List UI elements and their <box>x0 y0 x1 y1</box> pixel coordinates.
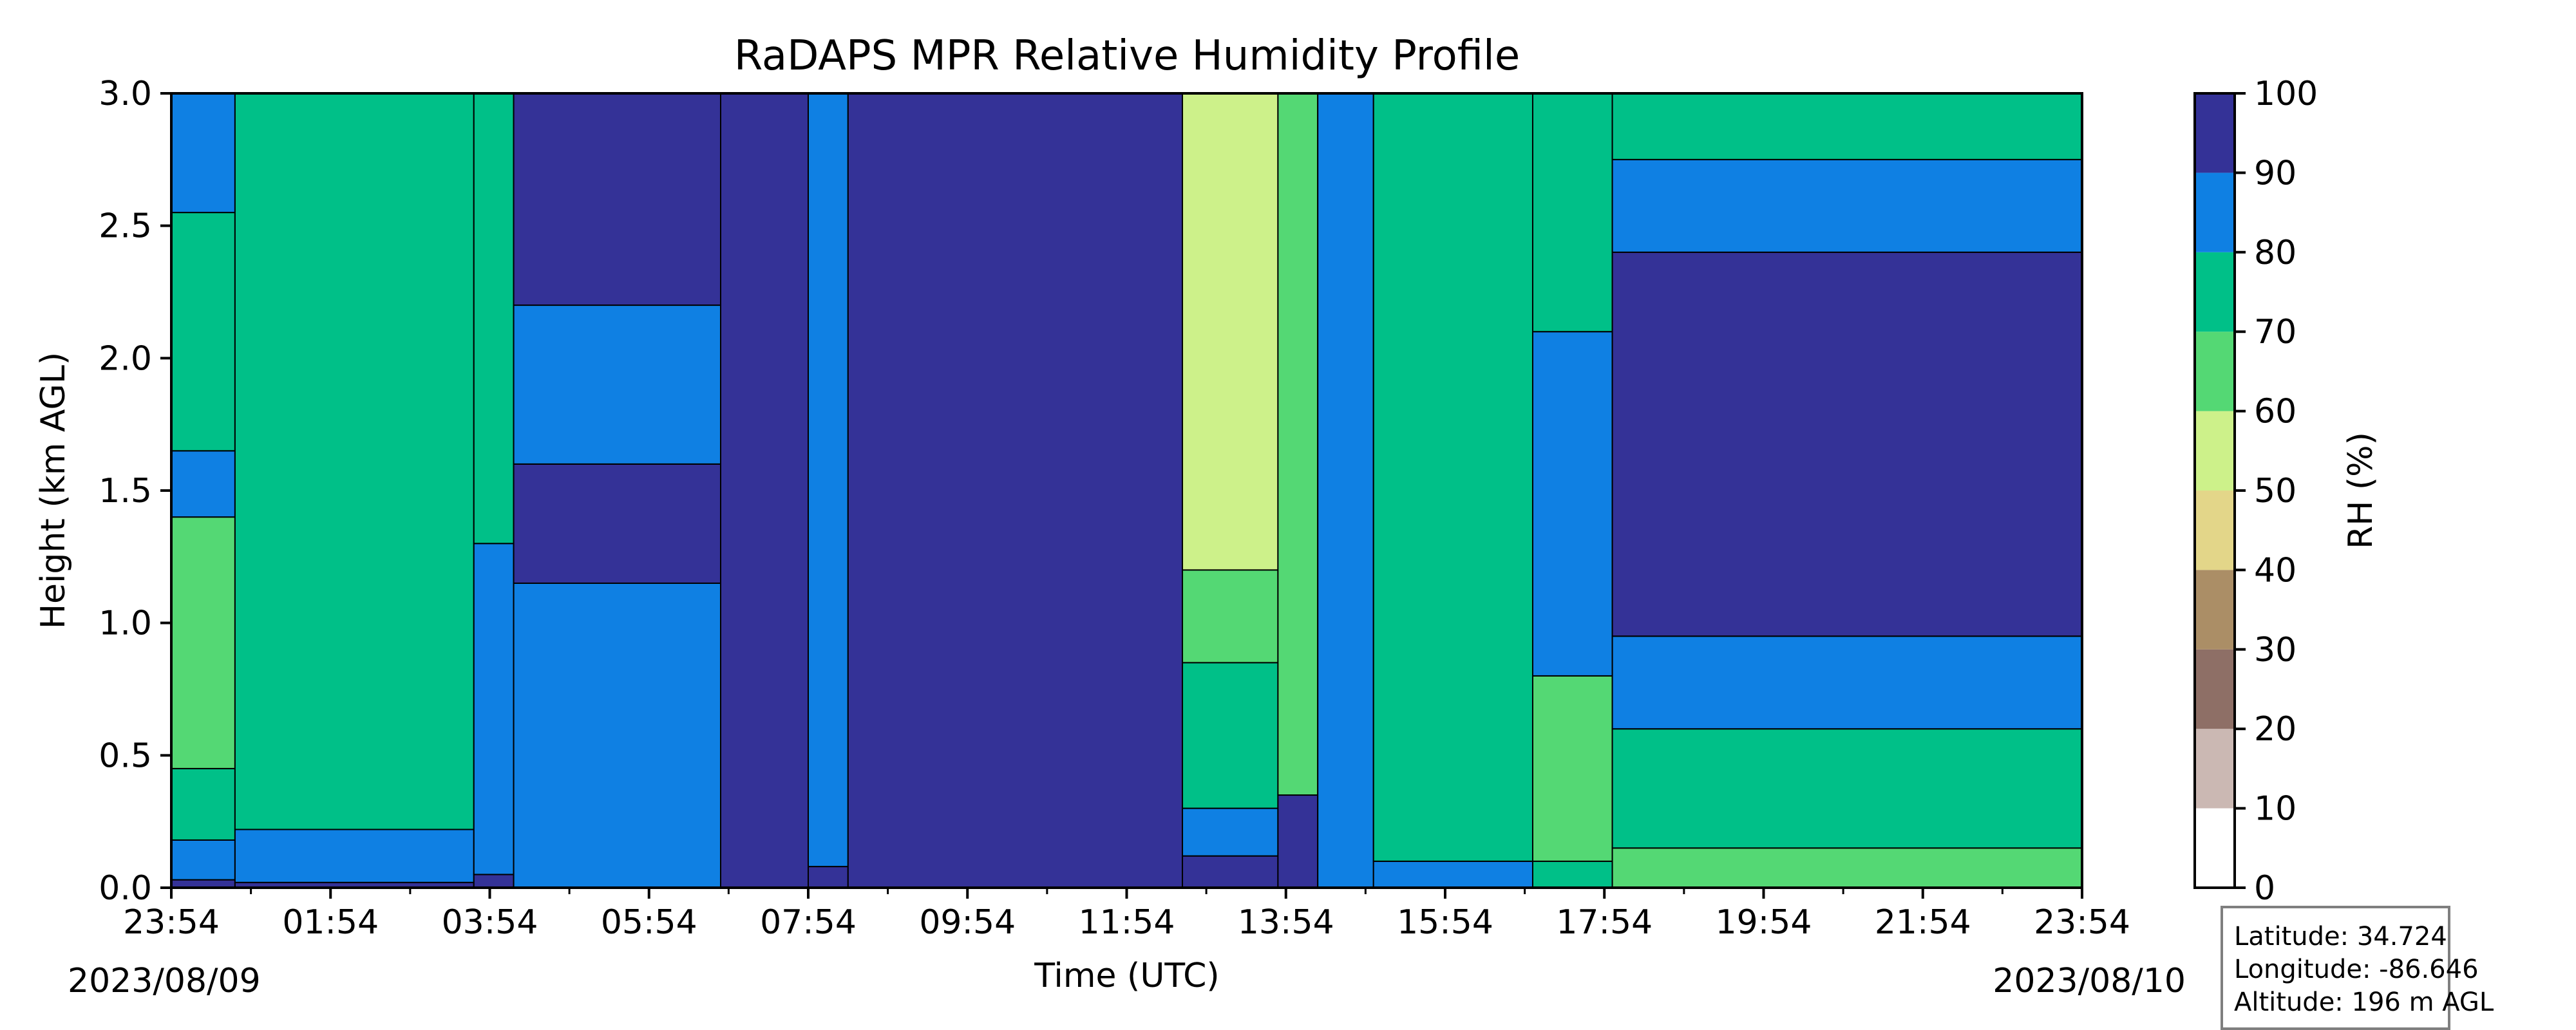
rh-band-5-1 <box>808 93 849 868</box>
colorbar-swatch <box>2195 570 2235 650</box>
rh-band-3-1 <box>513 463 722 584</box>
rh-band-0-6 <box>171 93 236 214</box>
colorbar-tick-label: 40 <box>2254 551 2297 590</box>
y-tick-label: 0.5 <box>99 736 152 775</box>
rh-band-12-1 <box>1611 728 2083 849</box>
rh-band-11-0 <box>1531 860 1613 889</box>
rh-band-5-0 <box>808 866 849 889</box>
colorbar-tick-label: 80 <box>2254 234 2297 272</box>
rh-band-7-0 <box>1182 855 1279 889</box>
colorbar-tick-label: 90 <box>2254 154 2297 192</box>
chart-title: RaDAPS MPR Relative Humidity Profile <box>734 32 1520 80</box>
x-tick-label: 09:54 <box>919 903 1016 942</box>
colorbar-swatch <box>2195 729 2235 809</box>
rh-band-7-2 <box>1182 662 1279 809</box>
colorbar-swatch <box>2195 252 2235 332</box>
rh-band-8-1 <box>1277 93 1319 796</box>
colorbar-swatch <box>2195 93 2235 173</box>
altitude-text: Altitude: 196 m AGL <box>2234 988 2494 1017</box>
rh-band-8-0 <box>1277 794 1319 888</box>
colorbar-tick-label: 50 <box>2254 472 2297 510</box>
x-tick-label: 05:54 <box>601 903 697 942</box>
rh-band-2-0 <box>473 874 515 889</box>
colorbar-label: RH (%) <box>2342 432 2380 549</box>
x-axis-label: Time (UTC) <box>1034 957 1219 995</box>
rh-band-1-1 <box>234 829 475 883</box>
rh-band-12-3 <box>1611 251 2083 637</box>
colorbar-tick-label: 70 <box>2254 313 2297 351</box>
rh-band-7-1 <box>1182 807 1279 857</box>
x-tick-label: 11:54 <box>1079 903 1175 942</box>
colorbar-swatch <box>2195 649 2235 729</box>
y-axis-label: Height (km AGL) <box>34 352 73 629</box>
x-tick-label: 07:54 <box>760 903 857 942</box>
x-tick-label: 03:54 <box>442 903 538 942</box>
rh-band-12-2 <box>1611 635 2083 730</box>
y-tick-label: 0.0 <box>99 869 152 908</box>
rh-band-11-1 <box>1531 675 1613 862</box>
y-tick-label: 3.0 <box>99 75 152 113</box>
start-date-label: 2023/08/09 <box>68 962 261 1000</box>
x-tick-label: 23:54 <box>123 903 220 942</box>
colorbar-tick-label: 20 <box>2254 710 2297 749</box>
location-info-box: Latitude: 34.724 Longitude: -86.646 Alti… <box>2221 906 2494 1030</box>
rh-band-2-2 <box>473 93 515 545</box>
colorbar-swatch <box>2195 173 2235 252</box>
rh-band-11-3 <box>1531 93 1613 333</box>
y-tick-label: 1.5 <box>99 472 152 510</box>
rh-band-0-3 <box>171 516 236 769</box>
y-tick-label: 1.0 <box>99 604 152 643</box>
rh-band-0-5 <box>171 212 236 452</box>
rh-band-3-2 <box>513 304 722 465</box>
x-tick-label: 01:54 <box>282 903 379 942</box>
rh-band-10-0 <box>1372 860 1533 889</box>
rh-band-10-1 <box>1372 93 1533 862</box>
colorbar-tick-label: 60 <box>2254 393 2297 431</box>
end-date-label: 2023/08/10 <box>1993 962 2186 1000</box>
colorbar-swatch <box>2195 411 2235 491</box>
info-box-frame <box>2221 906 2450 1030</box>
x-tick-label: 17:54 <box>1556 903 1653 942</box>
rh-band-12-0 <box>1611 847 2083 889</box>
latitude-text: Latitude: 34.724 <box>2234 922 2447 951</box>
x-tick-label: 19:54 <box>1716 903 1812 942</box>
rh-band-0-1 <box>171 839 236 881</box>
rh-band-2-1 <box>473 543 515 876</box>
rh-band-7-4 <box>1182 93 1279 571</box>
colorbar-swatch <box>2195 332 2235 411</box>
x-tick-label: 13:54 <box>1238 903 1334 942</box>
rh-band-9-0 <box>1317 93 1374 888</box>
y-axis: 0.0 0.5 1.0 1.5 2.0 2.5 3.0 <box>99 75 171 908</box>
rh-band-3-3 <box>513 93 722 306</box>
x-tick-label: 15:54 <box>1397 903 1493 942</box>
colorbar-tick-label: 30 <box>2254 631 2297 670</box>
rh-band-12-4 <box>1611 158 2083 253</box>
colorbar-swatch <box>2195 491 2235 570</box>
colorbar-tick-label: 10 <box>2254 790 2297 829</box>
y-tick-label: 2.0 <box>99 339 152 378</box>
colorbar-tick-label: 0 <box>2254 869 2275 908</box>
plot-area <box>171 93 2083 889</box>
x-tick-label: 21:54 <box>1875 903 1971 942</box>
rh-band-6-0 <box>847 93 1184 888</box>
rh-band-11-2 <box>1531 331 1613 677</box>
rh-band-0-4 <box>171 450 236 518</box>
rh-band-1-2 <box>234 93 475 830</box>
colorbar-swatch <box>2195 808 2235 888</box>
rh-band-3-0 <box>513 582 722 888</box>
rh-band-4-0 <box>720 93 809 888</box>
rh-band-0-2 <box>171 767 236 841</box>
colorbar: 0 10 20 30 40 50 60 70 80 90 100 <box>2193 75 2318 908</box>
rh-band-7-3 <box>1182 569 1279 664</box>
x-tick-label: 23:54 <box>2034 903 2130 942</box>
rh-band-12-5 <box>1611 93 2083 160</box>
longitude-text: Longitude: -86.646 <box>2234 955 2479 984</box>
x-axis: 23:54 01:54 03:54 05:54 07:54 09:54 11:54 13:54… <box>123 888 2130 942</box>
y-tick-label: 2.5 <box>99 207 152 246</box>
colorbar-tick-label: 100 <box>2254 75 2318 113</box>
